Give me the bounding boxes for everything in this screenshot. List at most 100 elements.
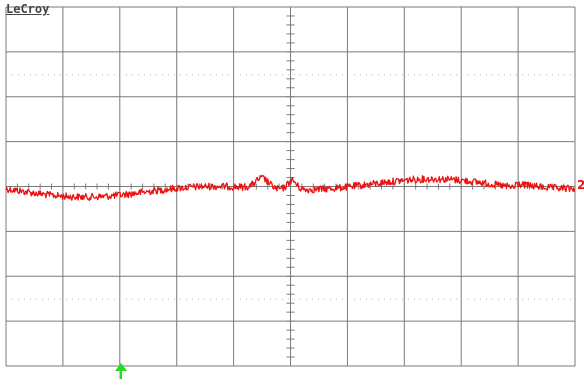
grid-dot bbox=[558, 298, 559, 300]
grid-dot bbox=[186, 74, 187, 76]
grid-dot bbox=[246, 74, 247, 76]
grid-dot bbox=[402, 298, 403, 300]
grid-dot bbox=[270, 298, 271, 300]
grid-dot bbox=[198, 74, 199, 76]
grid-dot bbox=[570, 298, 571, 300]
grid-dot bbox=[534, 298, 535, 300]
grid-dot bbox=[366, 74, 367, 76]
grid-dot bbox=[240, 298, 241, 300]
grid-dot bbox=[498, 74, 499, 76]
grid-dot bbox=[432, 298, 433, 300]
grid-dot bbox=[66, 298, 67, 300]
grid-dot bbox=[216, 298, 217, 300]
grid-dot bbox=[228, 298, 229, 300]
graticule-dots bbox=[12, 74, 571, 300]
grid-dot bbox=[450, 74, 451, 76]
grid-dot bbox=[498, 298, 499, 300]
grid-dot bbox=[396, 298, 397, 300]
grid-dot bbox=[180, 298, 181, 300]
grid-dot bbox=[162, 74, 163, 76]
grid-dot bbox=[306, 74, 307, 76]
grid-dot bbox=[420, 298, 421, 300]
grid-dot bbox=[522, 74, 523, 76]
grid-dot bbox=[540, 74, 541, 76]
channel-marker: 2 bbox=[577, 178, 584, 192]
grid-dot bbox=[78, 298, 79, 300]
grid-dot bbox=[426, 74, 427, 76]
grid-dot bbox=[264, 74, 265, 76]
grid-dot bbox=[156, 298, 157, 300]
grid-dot bbox=[390, 74, 391, 76]
grid-dot bbox=[432, 74, 433, 76]
grid-dot bbox=[342, 74, 343, 76]
grid-dot bbox=[468, 74, 469, 76]
grid-dot bbox=[138, 298, 139, 300]
grid-dot bbox=[108, 298, 109, 300]
grid-dot bbox=[54, 298, 55, 300]
grid-dot bbox=[90, 298, 91, 300]
grid-dot bbox=[252, 298, 253, 300]
grid-dot bbox=[150, 74, 151, 76]
grid-dot bbox=[318, 74, 319, 76]
grid-dot bbox=[300, 298, 301, 300]
grid-dot bbox=[102, 298, 103, 300]
grid-dot bbox=[360, 298, 361, 300]
grid-dot bbox=[114, 74, 115, 76]
grid-dot bbox=[318, 298, 319, 300]
grid-dot bbox=[276, 74, 277, 76]
grid-dot bbox=[516, 74, 517, 76]
grid-dot bbox=[414, 74, 415, 76]
grid-dot bbox=[222, 74, 223, 76]
grid-dot bbox=[48, 74, 49, 76]
grid-dot bbox=[420, 74, 421, 76]
grid-dot bbox=[228, 74, 229, 76]
grid-dot bbox=[30, 298, 31, 300]
grid-dot bbox=[24, 74, 25, 76]
grid-dot bbox=[144, 74, 145, 76]
grid-dot bbox=[150, 298, 151, 300]
grid-dot bbox=[480, 298, 481, 300]
grid-dot bbox=[534, 74, 535, 76]
grid-dot bbox=[300, 74, 301, 76]
grid-dot bbox=[468, 298, 469, 300]
grid-dot bbox=[492, 298, 493, 300]
grid-dot bbox=[144, 298, 145, 300]
grid-dot bbox=[12, 74, 13, 76]
grid-dot bbox=[486, 74, 487, 76]
grid-dot bbox=[564, 298, 565, 300]
grid-dot bbox=[408, 74, 409, 76]
grid-dot bbox=[222, 298, 223, 300]
brand-logo: LeCroy bbox=[6, 2, 50, 16]
grid-dot bbox=[384, 298, 385, 300]
grid-dot bbox=[18, 74, 19, 76]
grid-dot bbox=[36, 74, 37, 76]
grid-dot bbox=[168, 74, 169, 76]
grid-dot bbox=[42, 74, 43, 76]
grid-dot bbox=[264, 298, 265, 300]
grid-dot bbox=[198, 298, 199, 300]
grid-dot bbox=[162, 298, 163, 300]
grid-dot bbox=[486, 298, 487, 300]
grid-dot bbox=[192, 74, 193, 76]
grid-dot bbox=[282, 298, 283, 300]
grid-dot bbox=[540, 298, 541, 300]
grid-dot bbox=[270, 74, 271, 76]
grid-dot bbox=[372, 298, 373, 300]
grid-dot bbox=[546, 74, 547, 76]
grid-dot bbox=[294, 74, 295, 76]
grid-dot bbox=[252, 74, 253, 76]
grid-dot bbox=[192, 298, 193, 300]
grid-dot bbox=[336, 298, 337, 300]
grid-dot bbox=[186, 298, 187, 300]
grid-dot bbox=[354, 74, 355, 76]
grid-dot bbox=[276, 298, 277, 300]
grid-dot bbox=[108, 74, 109, 76]
grid-dot bbox=[390, 298, 391, 300]
grid-dot bbox=[96, 298, 97, 300]
grid-dot bbox=[258, 298, 259, 300]
grid-dot bbox=[546, 298, 547, 300]
grid-dot bbox=[84, 74, 85, 76]
grid-dot bbox=[174, 74, 175, 76]
grid-dot bbox=[42, 298, 43, 300]
